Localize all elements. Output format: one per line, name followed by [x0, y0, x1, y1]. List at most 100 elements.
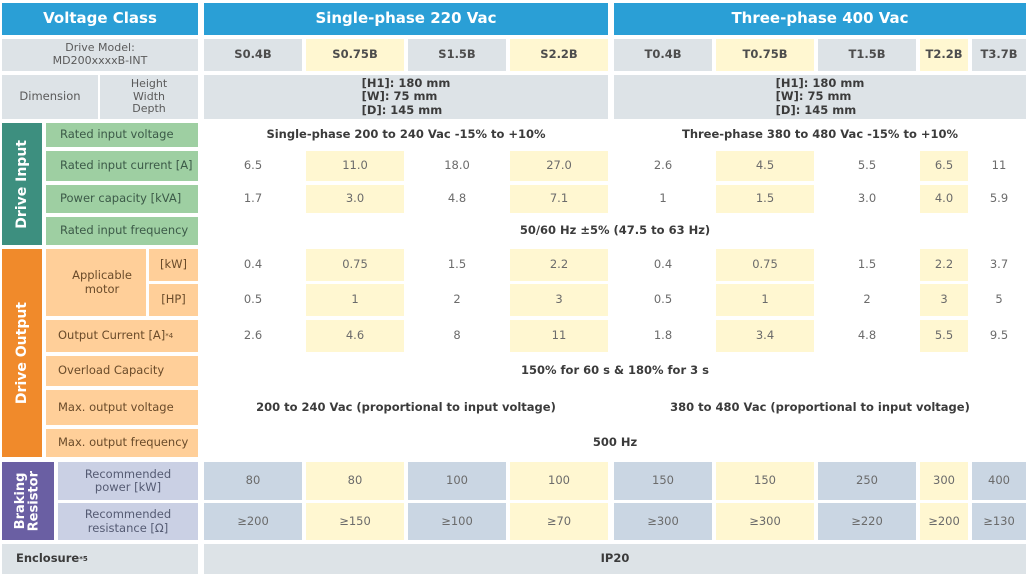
dimension-single-depth: [D]: 145 mm — [361, 102, 443, 117]
output-current-label: Output Current [A] *4 — [46, 320, 198, 352]
dimension-three-depth: [D]: 145 mm — [775, 102, 857, 117]
drive-model-label: Drive Model: MD200xxxxB-INT — [2, 39, 198, 71]
drive-output-group-label: Drive Output — [13, 301, 30, 405]
recommended-resistance-value: ≥70 — [510, 503, 608, 540]
rated-input-current-value: 2.6 — [614, 151, 712, 181]
dimension-sub-labels: Height Width Depth — [100, 75, 198, 119]
output-current-value: 11 — [510, 320, 608, 352]
output-current-value: 9.5 — [972, 320, 1026, 352]
recommended-power-value: 80 — [204, 462, 302, 500]
applicable-motor-hp-value: 3 — [510, 284, 608, 316]
output-current-value: 4.6 — [306, 320, 404, 352]
power-capacity-value: 1.7 — [204, 185, 302, 213]
power-capacity-label: Power capacity [kVA] — [46, 185, 198, 213]
rated-input-current-value: 18.0 — [408, 151, 506, 181]
applicable-motor-kw-value: 3.7 — [972, 249, 1026, 281]
dimension-single-height: [H1]: 180 mm — [361, 76, 451, 91]
enclosure-label: Enclosure *5 — [2, 544, 198, 574]
single-phase-header: Single-phase 220 Vac — [204, 3, 608, 35]
recommended-resistance-value: ≥100 — [408, 503, 506, 540]
drive-model-label-line2: MD200xxxxB-INT — [52, 54, 148, 67]
rated-input-current-value: 4.5 — [716, 151, 814, 181]
recommended-resistance-line1: Recommended — [84, 507, 172, 522]
model-code: S1.5B — [408, 39, 506, 71]
model-code: T0.75B — [716, 39, 814, 71]
power-capacity-value: 1.5 — [716, 185, 814, 213]
recommended-resistance-value: ≥130 — [972, 503, 1026, 540]
applicable-motor-kw-unit: [kW] — [149, 249, 198, 281]
applicable-motor-label: Applicable motor — [46, 249, 146, 316]
recommended-power-value: 150 — [614, 462, 712, 500]
recommended-resistance-value: ≥220 — [818, 503, 916, 540]
three-phase-header: Three-phase 400 Vac — [614, 3, 1026, 35]
model-code: S0.4B — [204, 39, 302, 71]
power-capacity-value: 5.9 — [972, 185, 1026, 213]
applicable-motor-hp-value: 1 — [716, 284, 814, 316]
power-capacity-value: 3.0 — [306, 185, 404, 213]
dimension-single-phase: [H1]: 180 mm [W]: 75 mm [D]: 145 mm — [204, 75, 608, 119]
applicable-motor-hp-unit: [HP] — [149, 284, 198, 316]
applicable-motor-kw-value: 0.75 — [716, 249, 814, 281]
applicable-motor-kw-value: 2.2 — [920, 249, 968, 281]
power-capacity-value: 7.1 — [510, 185, 608, 213]
overload-capacity-value: 150% for 60 s & 180% for 3 s — [204, 356, 1026, 386]
rated-input-current-value: 6.5 — [920, 151, 968, 181]
rated-input-frequency-label: Rated input frequency — [46, 217, 198, 245]
output-current-value: 2.6 — [204, 320, 302, 352]
model-code: S0.75B — [306, 39, 404, 71]
max-output-voltage-three: 380 to 480 Vac (proportional to input vo… — [614, 390, 1026, 425]
model-code: T3.7B — [972, 39, 1026, 71]
applicable-motor-hp-value: 0.5 — [204, 284, 302, 316]
output-current-value: 5.5 — [920, 320, 968, 352]
dimension-depth-label: Depth — [132, 102, 166, 116]
drive-input-group-label: Drive Input — [13, 139, 30, 229]
dimension-label: Dimension — [2, 75, 98, 119]
rated-input-current-value: 11.0 — [306, 151, 404, 181]
applicable-motor-kw-value: 2.2 — [510, 249, 608, 281]
applicable-motor-kw-value: 0.75 — [306, 249, 404, 281]
output-current-label-text: Output Current [A] — [58, 328, 166, 343]
power-capacity-value: 4.0 — [920, 185, 968, 213]
drive-model-label-line1: Drive Model: — [65, 41, 135, 55]
drive-input-group: Drive Input — [2, 123, 42, 245]
dimension-height-label: Height — [130, 77, 168, 91]
overload-capacity-label: Overload Capacity — [46, 356, 198, 386]
applicable-motor-hp-value: 0.5 — [614, 284, 712, 316]
model-code: T2.2B — [920, 39, 968, 71]
dimension-three-phase: [H1]: 180 mm [W]: 75 mm [D]: 145 mm — [614, 75, 1026, 119]
dimension-width-label: Width — [133, 89, 165, 103]
recommended-power-line1: Recommended — [84, 466, 172, 481]
max-output-frequency-value: 500 Hz — [204, 429, 1026, 457]
applicable-motor-hp-value: 1 — [306, 284, 404, 316]
recommended-power-label: Recommended power [kW] — [58, 462, 198, 500]
recommended-power-line2: power [kW] — [94, 480, 162, 494]
applicable-motor-hp-value: 3 — [920, 284, 968, 316]
power-capacity-value: 4.8 — [408, 185, 506, 213]
recommended-resistance-value: ≥300 — [614, 503, 712, 540]
recommended-power-value: 100 — [408, 462, 506, 500]
max-output-voltage-single: 200 to 240 Vac (proportional to input vo… — [204, 390, 608, 425]
dimension-single-width: [W]: 75 mm — [361, 89, 438, 104]
applicable-motor-hp-value: 5 — [972, 284, 1026, 316]
output-current-value: 3.4 — [716, 320, 814, 352]
rated-input-current-value: 5.5 — [818, 151, 916, 181]
recommended-resistance-value: ≥150 — [306, 503, 404, 540]
braking-resistor-group-label: Braking Resistor — [13, 470, 42, 532]
enclosure-value: IP20 — [204, 544, 1026, 574]
recommended-power-value: 100 — [510, 462, 608, 500]
max-output-frequency-label: Max. output frequency — [46, 429, 198, 457]
model-code: T1.5B — [818, 39, 916, 71]
applicable-motor-kw-value: 1.5 — [408, 249, 506, 281]
rated-input-current-value: 11 — [972, 151, 1026, 181]
braking-resistor-line2: Resistor — [27, 470, 42, 532]
rated-input-current-label: Rated input current [A] — [46, 151, 198, 181]
output-current-value: 8 — [408, 320, 506, 352]
recommended-resistance-value: ≥200 — [204, 503, 302, 540]
applicable-motor-hp-value: 2 — [408, 284, 506, 316]
recommended-power-value: 80 — [306, 462, 404, 500]
power-capacity-value: 1 — [614, 185, 712, 213]
voltage-class-header: Voltage Class — [2, 3, 198, 35]
rated-input-current-value: 27.0 — [510, 151, 608, 181]
applicable-motor-hp-value: 2 — [818, 284, 916, 316]
